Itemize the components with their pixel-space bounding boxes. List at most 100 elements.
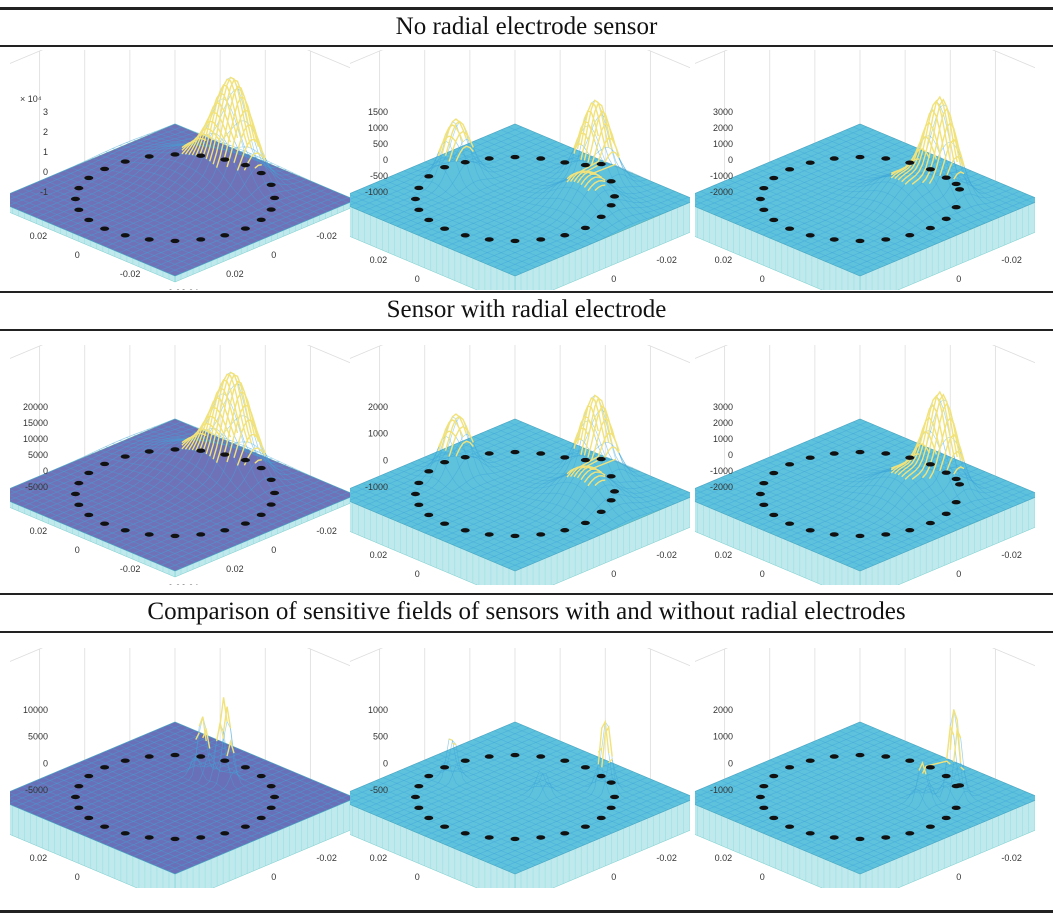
x-tick-label: 0.02 [370,255,388,265]
section-3-rule [0,631,1053,633]
z-tick-label: 2000 [368,402,388,412]
z-tick-label: 0 [728,155,733,165]
x-tick-label: -0.02 [120,269,141,279]
x-tick-label: 0.02 [715,255,733,265]
z-tick-label: 1500 [368,107,388,117]
z-tick-label: -500 [370,171,388,181]
electrode-ring [755,154,965,244]
surface-plot-svg: 1000050000-50000.040.020-0.02-0.04-0.04-… [10,648,350,888]
x-tick-label: 0 [75,545,80,555]
z-tick-label: 0 [383,455,388,465]
z-tick-label: 0 [43,466,48,476]
x-tick-label: 0 [760,569,765,579]
section-title-comparison: Comparison of sensitive fields of sensor… [147,598,906,625]
x-tick-label: 0 [760,274,765,284]
y-tick-label: -0.02 [656,550,677,560]
z-tick-label: -1 [40,187,48,197]
y-tick-label: 0.02 [226,564,244,574]
y-tick-label: 0 [271,872,276,882]
y-tick-label: 0 [611,569,616,579]
z-tick-label: 1000 [368,429,388,439]
z-tick-label: 10000 [23,705,48,715]
z-multiplier-label: × 10⁴ [20,94,42,104]
z-tick-label: 2000 [713,705,733,715]
z-tick-label: 0 [43,758,48,768]
x-tick-label: 0 [75,872,80,882]
surface-peak [437,394,620,487]
surface-plot-svg: 150010005000-500-10000.040.020-0.02-0.04… [350,50,690,290]
section-2-top-rule [0,291,1053,293]
x-tick-label: -0.02 [120,564,141,574]
surface-peak [890,95,965,185]
z-tick-label: 5000 [28,450,48,460]
z-tick-label: 0 [728,758,733,768]
table-top-rule [0,7,1053,10]
x-tick-label: -0.04 [165,288,186,290]
z-tick-label: 0 [43,167,48,177]
electrode-ring [70,152,280,244]
z-tick-label: 10000 [23,434,48,444]
surface-peak [195,697,235,757]
surface-plot-svg: 3000200010000-1000-20000.040.020-0.02-0.… [695,50,1035,290]
z-tick-label: -5000 [25,785,48,795]
y-tick-label: -0.02 [1001,550,1022,560]
surface-plot: 1000050000-50000.040.020-0.02-0.04-0.04-… [10,648,350,888]
surface-plot-svg: 3000200010000-1000-20000.040.020-0.02-0.… [695,345,1035,585]
z-tick-label: -1000 [710,171,733,181]
y-tick-label: -0.02 [1001,255,1022,265]
x-tick-label: 0.02 [715,550,733,560]
surface-mesh [10,77,350,277]
z-tick-label: -5000 [25,482,48,492]
y-tick-label: 0.02 [226,269,244,279]
z-tick-label: -1000 [365,482,388,492]
surface-plot: 200010000-10000.040.020-0.02-0.04-0.04-0… [350,345,690,585]
section-2-rule [0,329,1053,331]
y-tick-label: 0 [271,250,276,260]
electrode-ring [70,752,280,842]
x-tick-label: 0 [760,872,765,882]
y-tick-label: 0.04 [181,288,199,290]
x-tick-label: 0.02 [30,853,48,863]
section-1-rule [0,45,1053,47]
surface-mesh [10,706,350,875]
surface-peak [181,371,266,466]
z-tick-label: 1 [43,147,48,157]
section-title-with-radial: Sensor with radial electrode [386,296,667,323]
electrode-ring [410,449,620,539]
z-tick-label: -2000 [710,187,733,197]
z-tick-label: 1000 [713,732,733,742]
x-tick-label: 0 [415,569,420,579]
surface-plot: 3000200010000-1000-20000.040.020-0.02-0.… [695,345,1035,585]
y-tick-label: 0 [611,872,616,882]
z-tick-label: 500 [373,732,388,742]
y-tick-label: -0.02 [316,526,337,536]
surface-plot-svg: 200010000-10000.040.020-0.02-0.04-0.04-0… [350,345,690,585]
electrode-ring [755,449,965,539]
z-tick-label: 2 [43,127,48,137]
y-tick-label: 0.04 [181,583,199,585]
x-tick-label: 0 [415,872,420,882]
z-tick-label: -1000 [710,785,733,795]
z-tick-label: 20000 [23,402,48,412]
z-tick-label: 0 [383,758,388,768]
surface-plot-svg: 20000 15000 10000 5000 0 -5000 0.04 0.02 0 -0.02 -… [10,345,350,585]
surface-peak [181,76,266,171]
z-tick-label: -2000 [710,482,733,492]
z-tick-label: 0 [728,450,733,460]
surface-plot: 10005000-5000.040.020-0.02-0.04-0.04-0.0… [350,648,690,888]
table-bottom-rule [0,910,1053,913]
electrode-ring [410,752,620,842]
section-3-top-rule [0,593,1053,595]
surface-plot: 150010005000-500-10000.040.020-0.02-0.04… [350,50,690,290]
z-tick-label: 0 [383,155,388,165]
surface-peak [918,709,965,775]
x-tick-label: 0.02 [30,526,48,536]
y-tick-label: -0.02 [656,255,677,265]
x-tick-label: 0.02 [370,550,388,560]
surface-peak [890,390,965,480]
z-tick-label: 2000 [713,123,733,133]
z-tick-label: 500 [373,139,388,149]
y-tick-label: 0 [956,569,961,579]
